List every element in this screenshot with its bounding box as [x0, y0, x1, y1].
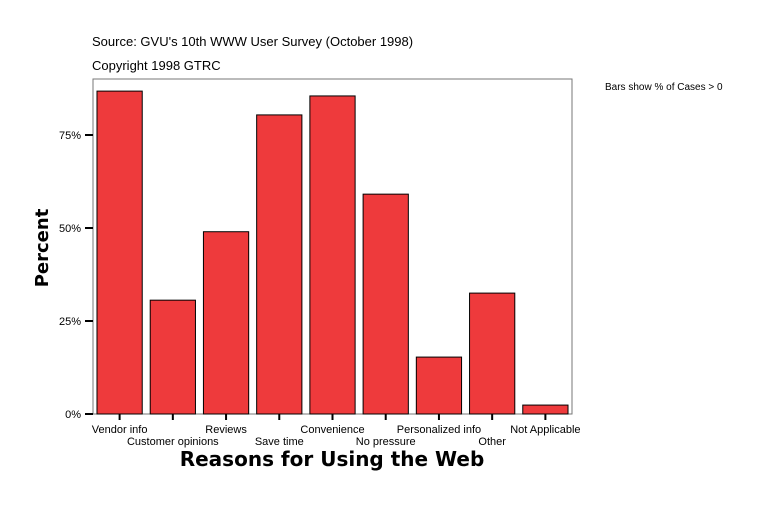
x-tick-label: No pressure [356, 436, 416, 448]
y-tick-label: 0% [65, 409, 81, 421]
bar-save-time [256, 114, 303, 415]
y-axis-label: Percent [32, 208, 53, 287]
x-tick-label: Customer opinions [127, 436, 219, 448]
x-tick-label: Other [478, 436, 506, 448]
x-tick-label: Save time [255, 436, 304, 448]
bar-other [469, 292, 516, 415]
bars-note: Bars show % of Cases > 0 [605, 82, 723, 93]
x-axis-label: Reasons for Using the Web [180, 447, 485, 471]
x-tick-label: Convenience [300, 424, 364, 436]
source-text: Source: GVU's 10th WWW User Survey (Octo… [92, 34, 414, 49]
x-tick-label: Not Applicable [510, 424, 580, 436]
bar-vendor-info [96, 90, 143, 415]
copyright-text: Copyright 1998 GTRC [92, 58, 221, 73]
bar-reviews [202, 231, 250, 415]
bar-personalized-info [415, 356, 463, 415]
y-tick-label: 50% [59, 223, 81, 235]
bar-no-pressure [362, 193, 409, 415]
y-tick-label: 25% [59, 316, 81, 328]
x-tick-label: Reviews [205, 424, 247, 436]
bar-customer-opinions [149, 299, 196, 415]
y-tick-label: 75% [59, 130, 81, 142]
bar-not-applicable [522, 404, 569, 415]
x-tick-label: Vendor info [92, 424, 148, 436]
bar-convenience [309, 95, 356, 415]
x-tick-label: Personalized info [397, 424, 481, 436]
